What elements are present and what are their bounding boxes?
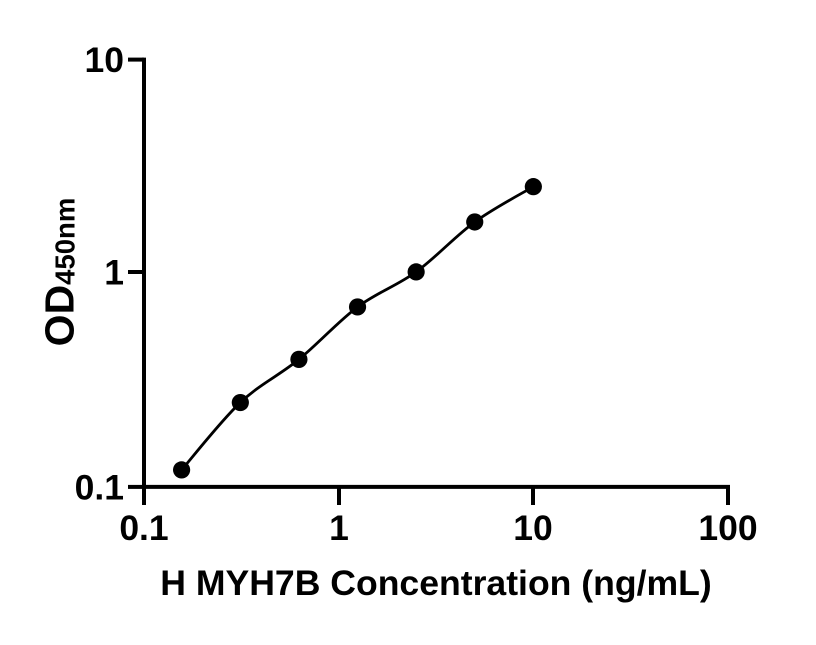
svg-text:0.1: 0.1: [119, 508, 168, 548]
svg-text:10: 10: [513, 508, 553, 548]
svg-text:1: 1: [329, 508, 349, 548]
svg-text:100: 100: [698, 508, 757, 548]
svg-text:10: 10: [85, 40, 125, 80]
svg-text:H MYH7B Concentration (ng/mL): H MYH7B Concentration (ng/mL): [160, 563, 711, 603]
svg-text:1: 1: [104, 253, 124, 293]
svg-text:0.1: 0.1: [75, 468, 124, 508]
